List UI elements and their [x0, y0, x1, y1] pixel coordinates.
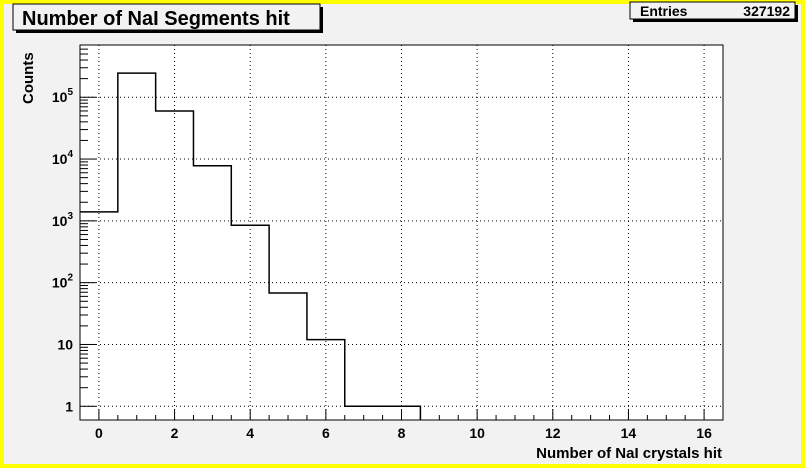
x-tick-label: 8 — [398, 425, 406, 441]
x-axis-label: Number of NaI crystals hit — [536, 445, 722, 462]
histogram-outline — [80, 72, 422, 420]
stats-entries-value: 327192 — [743, 3, 790, 19]
y-tick-label: 10 — [57, 336, 73, 352]
axes: 0 2 4 6 8 10 12 14 16 1 10 102 103 104 105 — [52, 48, 712, 441]
x-tick-label: 16 — [696, 425, 712, 441]
y-axis-label: Counts — [20, 52, 37, 104]
x-tick-label: 2 — [171, 425, 179, 441]
x-tick-label: 10 — [469, 425, 485, 441]
y-tick-label: 1 — [65, 398, 73, 414]
y-tick-label: 102 — [52, 273, 74, 291]
chart-title: Number of NaI Segments hit — [22, 8, 290, 30]
y-tick-label: 104 — [52, 149, 74, 167]
y-tick-label: 105 — [52, 87, 74, 105]
stats-entries-label: Entries — [640, 3, 688, 19]
x-tick-label: 0 — [95, 425, 103, 441]
title-box — [12, 3, 321, 31]
x-tick-label: 14 — [621, 425, 637, 441]
x-tick-label: 12 — [545, 425, 561, 441]
y-tick-label: 103 — [52, 211, 74, 229]
x-tick-label: 6 — [322, 425, 330, 441]
grid — [80, 45, 723, 420]
x-tick-label: 4 — [246, 425, 254, 441]
stats-box — [629, 1, 796, 20]
